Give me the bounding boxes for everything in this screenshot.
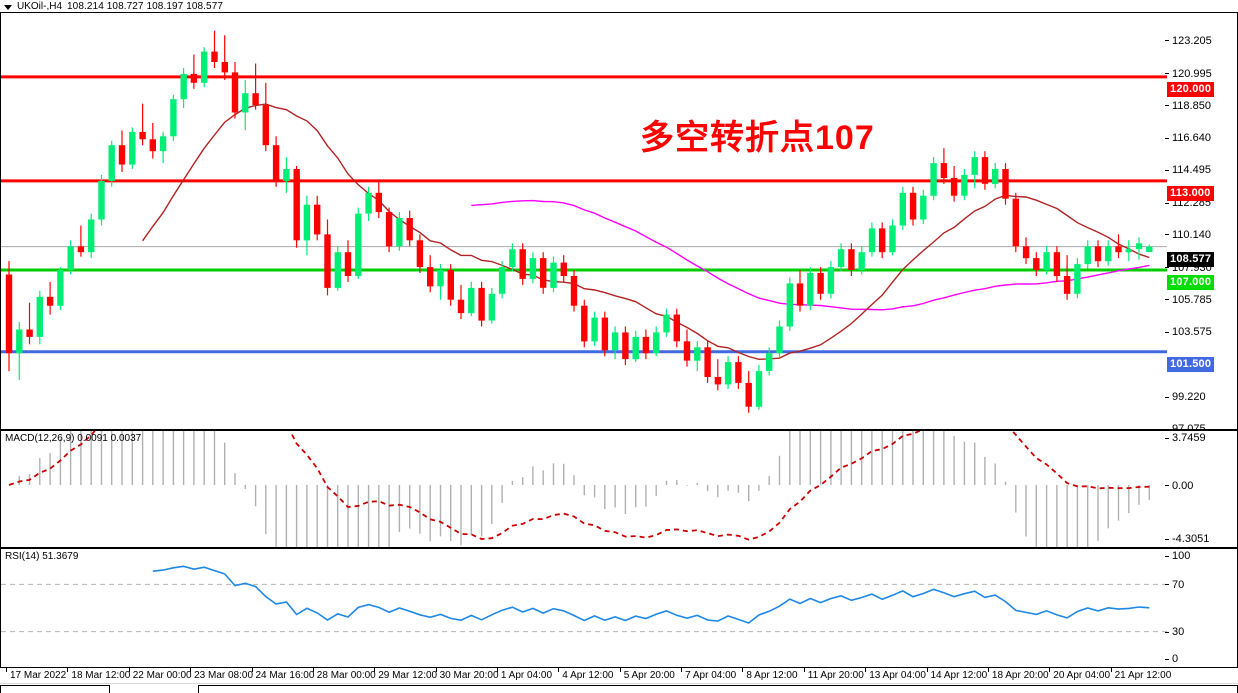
- rsi-tick: 30: [1165, 627, 1184, 638]
- scrollbar-thumb[interactable]: [198, 685, 1238, 693]
- price-badge-107.000[interactable]: 107.000: [1167, 275, 1215, 290]
- time-label: 29 Mar 12:00: [378, 670, 438, 681]
- time-label: 11 Apr 20:00: [807, 670, 864, 681]
- symbol-ohlc-bar: UKOil-,H4 108.214 108.727 108.197 108.57…: [0, 0, 1238, 14]
- time-label: 8 Apr 12:00: [746, 670, 798, 681]
- time-label: 24 Mar 16:00: [255, 670, 315, 681]
- rsi-tick: 0: [1165, 654, 1178, 665]
- price-chart-pane[interactable]: 123.205 120.995 118.850 116.640 114.495 112.2…: [0, 12, 1238, 435]
- horizontal-scrollbar[interactable]: [0, 683, 1238, 693]
- rsi-title: RSI(14) 51.3679: [5, 551, 79, 562]
- price-tick: 118.850: [1165, 100, 1211, 112]
- price-tick: 99.220: [1165, 392, 1206, 403]
- price-tick: 114.495: [1165, 165, 1211, 176]
- time-label: 18 Apr 20:00: [991, 670, 1049, 681]
- time-label: 20 Apr 04:00: [1053, 670, 1111, 681]
- time-label: 17 Mar 2022: [10, 670, 67, 681]
- time-label: 1 Apr 04:00: [500, 670, 553, 681]
- macd-tick: 0.00: [1165, 480, 1193, 492]
- time-label: 7 Apr 04:00: [685, 670, 737, 681]
- macd-scale: 3.7459 0.00 -4.3051: [1165, 431, 1237, 547]
- price-tick: 105.785: [1165, 294, 1212, 306]
- ohlc-values: 108.214 108.727 108.197 108.577: [67, 1, 224, 12]
- macd-tick: 3.7459: [1165, 433, 1206, 444]
- price-tick: 103.575: [1165, 327, 1212, 338]
- price-badge-113.000[interactable]: 113.000: [1167, 185, 1214, 201]
- symbol-label: UKOil-,H4: [17, 1, 63, 12]
- price-tick: 123.205: [1165, 35, 1212, 47]
- price-chart-canvas: [1, 13, 1237, 429]
- macd-canvas: [1, 431, 1237, 547]
- macd-tick: -4.3051: [1165, 534, 1209, 545]
- rsi-plot: [1, 565, 1167, 633]
- rsi-tick: 100: [1165, 551, 1190, 562]
- time-axis: 17 Mar 2022 18 Mar 12:00 22 Mar 00:00 23 Ma…: [0, 668, 1238, 682]
- rsi-indicator-pane[interactable]: RSI(14) 51.3679 100 70 30 0: [0, 548, 1238, 668]
- time-label: 5 Apr 20:00: [623, 670, 675, 681]
- time-label: 23 Mar 08:00: [194, 670, 254, 681]
- scrollbar-left-segment[interactable]: [0, 685, 110, 693]
- price-tick: 107.930: [1165, 262, 1212, 274]
- rsi-tick: 70: [1165, 579, 1184, 591]
- rsi-canvas: [1, 549, 1237, 667]
- time-label: 30 Mar 20:00: [439, 670, 499, 681]
- time-label: 14 Apr 12:00: [930, 670, 988, 681]
- rsi-scale: 100 70 30 0: [1165, 549, 1237, 667]
- macd-indicator-pane[interactable]: MACD(12,26,9) 0.0091 0.0037 3.7459 0.00 -4…: [0, 430, 1238, 548]
- price-scale[interactable]: 123.205 120.995 118.850 116.640 114.495 112.2…: [1165, 13, 1237, 435]
- chart-annotation-text: 多空转折点107: [640, 119, 875, 157]
- price-tick: 116.640: [1165, 133, 1211, 144]
- candlestick-plot: [1, 30, 1167, 413]
- price-badge-101.500[interactable]: 101.500: [1167, 356, 1215, 372]
- time-label: 28 Mar 00:00: [316, 670, 376, 681]
- time-label: 13 Apr 04:00: [869, 670, 926, 681]
- time-label: 4 Apr 12:00: [562, 670, 614, 681]
- macd-title: MACD(12,26,9) 0.0091 0.0037: [5, 433, 142, 444]
- triangle-down-icon[interactable]: [4, 4, 12, 10]
- price-tick: 120.995: [1165, 68, 1212, 80]
- price-tick: 110.140: [1165, 229, 1211, 241]
- time-label: 21 Apr 12:00: [1114, 670, 1172, 681]
- price-tick: 97.075: [1165, 424, 1206, 435]
- time-label: 18 Mar 12:00: [71, 670, 131, 681]
- macd-plot: [8, 431, 1151, 547]
- price-badge-120.000[interactable]: 120.000: [1167, 81, 1215, 97]
- price-badge-108.577[interactable]: 108.577: [1167, 251, 1215, 267]
- price-tick: 112.285: [1165, 198, 1211, 209]
- time-label: 22 Mar 00:00: [132, 670, 192, 681]
